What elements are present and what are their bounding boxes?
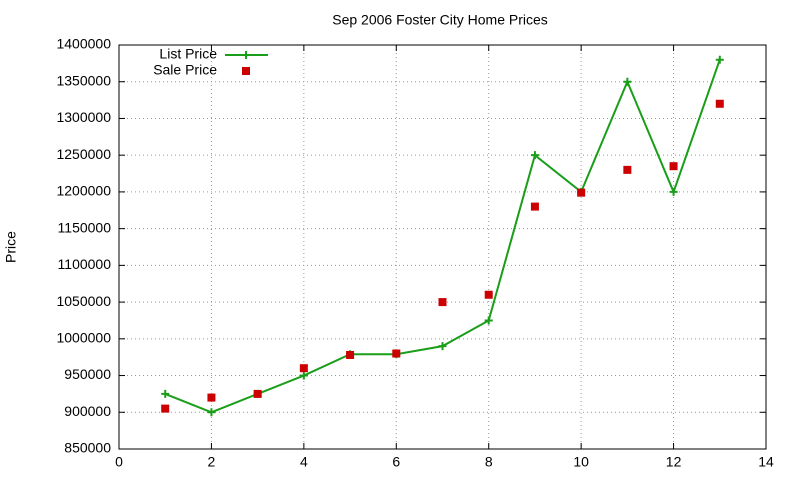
legend-label: Sale Price [153,62,217,78]
data-point [207,408,216,417]
data-point [438,298,447,307]
data-point [715,99,724,108]
y-tick-label: 900000 [64,403,111,419]
y-tick-label: 1250000 [56,146,111,162]
legend-marker [242,51,250,59]
x-tick-label: 4 [300,454,308,470]
plot-frame [118,44,767,450]
x-tick-label: 0 [115,454,123,470]
x-tick-label: 10 [573,454,589,470]
data-point [346,350,355,359]
data-point [299,371,308,380]
data-point [484,316,493,325]
data-point [623,77,632,86]
y-tick-label: 950000 [64,366,111,382]
y-tick-label: 1000000 [56,330,111,346]
legend-label: List Price [159,46,217,62]
y-tick-label: 1400000 [56,36,111,52]
data-point [715,55,724,64]
legend-marker [242,67,250,75]
x-tick-label: 6 [392,454,400,470]
data-point [392,349,401,358]
y-tick-label: 1050000 [56,293,111,309]
data-point [299,364,308,373]
chart-title: Sep 2006 Foster City Home Prices [332,12,548,28]
series-line [164,59,721,414]
x-tick-label: 14 [758,454,774,470]
y-tick-label: 1350000 [56,72,111,88]
x-tick-label: 2 [208,454,216,470]
data-point [438,342,447,351]
data-point [484,290,493,299]
y-tick-label: 1150000 [58,219,112,235]
data-point [161,389,170,398]
x-tick-label: 8 [485,454,493,470]
y-tick-label: 1300000 [56,109,111,125]
data-point [530,202,539,211]
y-tick-label: 1200000 [56,183,111,199]
data-point [530,151,539,160]
data-point [161,404,170,413]
data-point [623,165,632,174]
data-point [253,389,262,398]
y-axis-label: Price [3,231,19,263]
y-tick-label: 1100000 [58,256,112,272]
data-point [207,393,216,402]
x-tick-label: 12 [666,454,682,470]
y-tick-label: 850000 [64,440,111,456]
data-point [669,187,678,196]
data-point [577,188,586,197]
data-point [669,162,678,171]
